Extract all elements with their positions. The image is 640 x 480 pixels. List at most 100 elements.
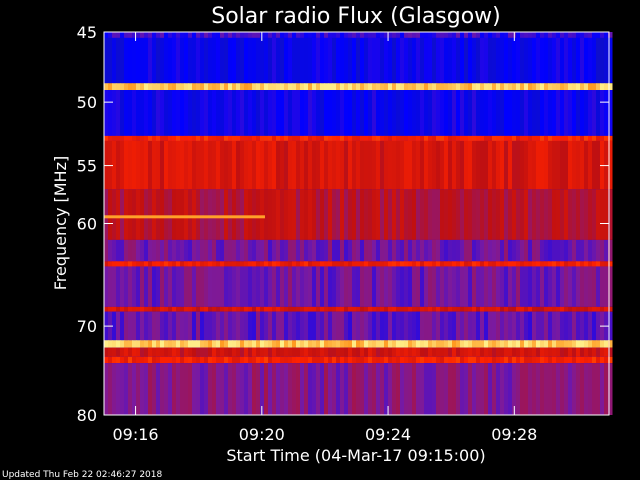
band-cell [452, 135, 457, 141]
band-cell [200, 83, 205, 91]
band-cell [416, 239, 421, 262]
band-cell [440, 135, 445, 141]
band-cell [608, 239, 613, 262]
band-cell [120, 356, 125, 364]
band-cell [168, 261, 173, 267]
band-cell [476, 189, 481, 240]
band-cell [552, 261, 557, 267]
band-cell [516, 83, 521, 91]
band-cell [608, 266, 613, 307]
band-cell [168, 356, 173, 364]
band-cell [260, 340, 265, 348]
band-cell [428, 32, 433, 38]
band-cell [248, 347, 253, 357]
band-cell [144, 83, 149, 91]
band-cell [568, 340, 573, 348]
band-cell [496, 135, 501, 141]
band-cell [376, 83, 381, 91]
band-cell [336, 340, 341, 348]
band-cell [480, 189, 485, 240]
band-cell [264, 83, 269, 91]
band-cell [512, 340, 517, 348]
band-cell [252, 239, 257, 262]
band-cell [512, 83, 517, 91]
band-cell [540, 306, 545, 312]
band-cell [284, 140, 289, 190]
band-cell [504, 261, 509, 267]
band-cell [336, 135, 341, 141]
band-cell [392, 261, 397, 267]
band-cell [324, 239, 329, 262]
band-cell [444, 347, 449, 357]
band-cell [112, 266, 117, 307]
band-cell [416, 32, 421, 38]
band-cell [488, 347, 493, 357]
band-cell [372, 239, 377, 262]
band-cell [504, 347, 509, 357]
band-cell [272, 340, 277, 348]
band-cell [404, 135, 409, 141]
band-cell [224, 340, 229, 348]
band-cell [276, 90, 281, 136]
band-cell [524, 32, 529, 38]
band-cell [340, 37, 345, 84]
band-cell [156, 32, 161, 38]
band-cell [572, 37, 577, 84]
band-cell [604, 189, 609, 240]
band-cell [428, 261, 433, 267]
band-cell [244, 135, 249, 141]
band-cell [428, 311, 433, 341]
band-cell [316, 266, 321, 307]
band-cell [404, 261, 409, 267]
band-cell [520, 239, 525, 262]
band-cell [128, 356, 133, 364]
band-cell [132, 239, 137, 262]
band-cell [160, 32, 165, 38]
band-cell [200, 311, 205, 341]
band-cell [148, 311, 153, 341]
band-cell [124, 140, 129, 190]
band-cell [128, 311, 133, 341]
band-cell [520, 311, 525, 341]
band-cell [536, 363, 541, 415]
band-cell [464, 140, 469, 190]
band-cell [512, 311, 517, 341]
band-cell [264, 189, 269, 240]
band-cell [136, 266, 141, 307]
band-cell [504, 356, 509, 364]
band-cell [372, 306, 377, 312]
band-cell [504, 311, 509, 341]
band-cell [292, 32, 297, 38]
band-cell [396, 347, 401, 357]
band-cell [112, 356, 117, 364]
band-cell [400, 347, 405, 357]
band-cell [184, 140, 189, 190]
band-cell [228, 32, 233, 38]
band-cell [252, 347, 257, 357]
band-cell [420, 356, 425, 364]
band-cell [408, 83, 413, 91]
band-cell [564, 189, 569, 240]
band-cell [476, 32, 481, 38]
band-cell [124, 356, 129, 364]
band-cell [384, 83, 389, 91]
band-cell [556, 347, 561, 357]
band-cell [588, 90, 593, 136]
band-cell [436, 83, 441, 91]
band-cell [596, 340, 601, 348]
band-cell [228, 266, 233, 307]
band-cell [596, 311, 601, 341]
band-cell [164, 90, 169, 136]
band-cell [108, 32, 113, 38]
band-cell [468, 239, 473, 262]
band-cell [132, 135, 137, 141]
band-cell [556, 239, 561, 262]
band-cell [240, 135, 245, 141]
band-cell [560, 140, 565, 190]
band-cell [224, 135, 229, 141]
band-cell [144, 189, 149, 240]
band-cell [372, 140, 377, 190]
band-cell [384, 261, 389, 267]
band-cell [260, 356, 265, 364]
band-cell [220, 135, 225, 141]
